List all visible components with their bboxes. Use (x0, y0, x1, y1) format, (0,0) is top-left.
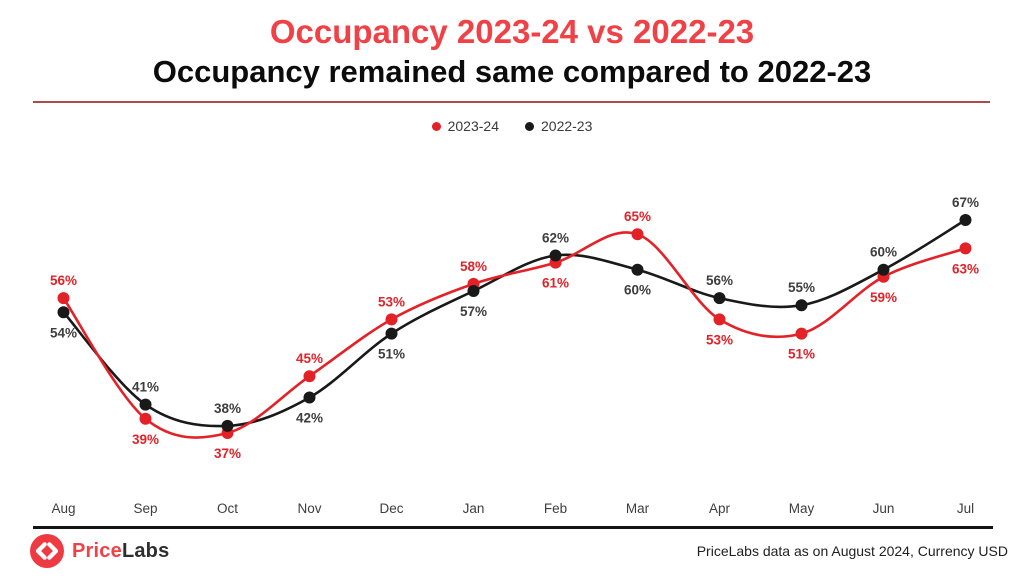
data-point-dot-2022-23-Feb (549, 249, 562, 262)
legend-label: 2022-23 (541, 118, 593, 134)
data-point-label-2022-23-Jul: 67% (952, 195, 979, 210)
x-axis-labels: Aug Sep Oct Nov Dec Jan Feb Mar Apr May Jun Jul (0, 501, 1024, 519)
x-axis-label-Jun: Jun (872, 501, 895, 516)
data-point-label-2023-24-Dec: 53% (378, 294, 405, 309)
series-line-2022-23 (62, 218, 967, 428)
brand-wordmark: PriceLabs (72, 540, 169, 563)
data-point-label-2022-23-Oct: 38% (214, 401, 241, 416)
data-point-label-2022-23-Jan: 57% (460, 304, 487, 319)
data-point-label-2022-23-Dec: 51% (378, 347, 405, 362)
data-point-dot-2023-24-May (795, 327, 808, 340)
chart-header: Occupancy 2023-24 vs 2022-23 Occupancy r… (0, 0, 1024, 90)
data-point-dot-2022-23-Jan (467, 285, 480, 297)
data-point-dot-2023-24-Apr (713, 313, 726, 326)
data-point-label-2023-24-Jan: 58% (460, 259, 487, 274)
x-axis-label-Dec: Dec (379, 501, 404, 516)
data-point-label-2023-24-Sep: 39% (132, 432, 159, 447)
data-point-dot-2022-23-Sep (139, 398, 152, 411)
data-point-label-2022-23-Nov: 42% (296, 411, 323, 426)
x-axis-line (33, 526, 993, 529)
data-point-dot-2023-24-Jul (959, 242, 972, 255)
legend-item-2022-23: 2022-23 (525, 118, 592, 134)
data-point-label-2022-23-Apr: 56% (706, 273, 733, 288)
data-point-label-2023-24-Aug: 56% (50, 273, 77, 288)
data-point-label-2022-23-Mar: 60% (624, 283, 651, 298)
data-point-label-2022-23-Jun: 60% (870, 245, 897, 260)
data-point-dot-2022-23-Aug (57, 306, 70, 319)
legend-label: 2023-24 (447, 118, 499, 134)
x-axis-label-Aug: Aug (51, 501, 76, 516)
legend-dot-black-icon (525, 121, 534, 131)
chart-title: Occupancy 2023-24 vs 2022-23 (269, 13, 755, 50)
data-point-dot-2023-24-Nov (303, 370, 316, 383)
data-point-dot-2022-23-Jul (959, 214, 972, 226)
data-point-dot-2023-24-Sep (139, 412, 152, 425)
x-axis-label-Sep: Sep (133, 501, 158, 516)
brand-word-labs: Labs (121, 539, 170, 562)
data-point-dot-2022-23-Jun (877, 263, 890, 276)
pricelabs-logo-icon (30, 534, 64, 568)
x-axis-label-Nov: Nov (297, 501, 322, 516)
x-axis-label-May: May (788, 501, 815, 516)
x-axis-label-Jul: Jul (956, 501, 975, 516)
pricelabs-brand: PriceLabs (30, 534, 169, 568)
brand-word-price: Price (72, 539, 122, 562)
legend-item-2023-24: 2023-24 (431, 118, 499, 134)
data-point-label-2022-23-Feb: 62% (542, 231, 569, 246)
data-point-label-2022-23-Sep: 41% (132, 380, 159, 395)
x-axis-label-Jan: Jan (462, 501, 485, 516)
chart-legend: 2023-24 2022-23 (0, 118, 1024, 134)
data-point-label-2023-24-May: 51% (788, 347, 815, 362)
data-point-label-2023-24-Jun: 59% (870, 290, 897, 305)
data-source-note: PriceLabs data as on August 2024, Curren… (696, 543, 1008, 559)
data-point-dot-2022-23-Nov (303, 391, 316, 404)
data-point-dot-2023-24-Mar (631, 228, 644, 241)
data-point-dot-2022-23-Apr (713, 292, 726, 305)
x-axis-label-Feb: Feb (543, 501, 568, 516)
data-point-label-2023-24-Feb: 61% (542, 276, 569, 291)
data-point-label-2022-23-Aug: 54% (50, 325, 77, 340)
data-point-label-2023-24-Mar: 65% (624, 209, 651, 224)
data-point-dot-2023-24-Aug (57, 292, 70, 305)
data-point-dot-2022-23-Oct (221, 419, 234, 432)
data-point-label-2023-24-Oct: 37% (214, 446, 241, 461)
legend-dot-red-icon (431, 121, 441, 131)
data-point-label-2023-24-Apr: 53% (706, 332, 733, 347)
data-point-dot-2022-23-Dec (385, 327, 398, 340)
data-point-label-2022-23-May: 55% (788, 280, 815, 295)
x-axis-label-Mar: Mar (625, 501, 650, 516)
data-point-label-2023-24-Nov: 45% (296, 351, 323, 366)
data-point-label-2023-24-Jul: 63% (952, 261, 979, 276)
x-axis-label-Oct: Oct (216, 501, 239, 516)
x-axis-label-Apr: Apr (708, 501, 731, 516)
data-point-dot-2022-23-May (795, 299, 808, 312)
occupancy-line-chart: 56% 39% 37% 45% 53% 58% 61% 65% 53% 51% 59% 63% 54% 4… (50, 195, 979, 461)
series-line-2023-24 (62, 231, 966, 439)
header-divider-line (33, 101, 990, 103)
data-point-dot-2022-23-Mar (631, 263, 644, 276)
chart-footer: PriceLabs PriceLabs data as on August 20… (30, 532, 1008, 570)
chart-subtitle: Occupancy remained same compared to 2022… (152, 54, 872, 89)
data-point-dot-2023-24-Dec (385, 313, 398, 326)
